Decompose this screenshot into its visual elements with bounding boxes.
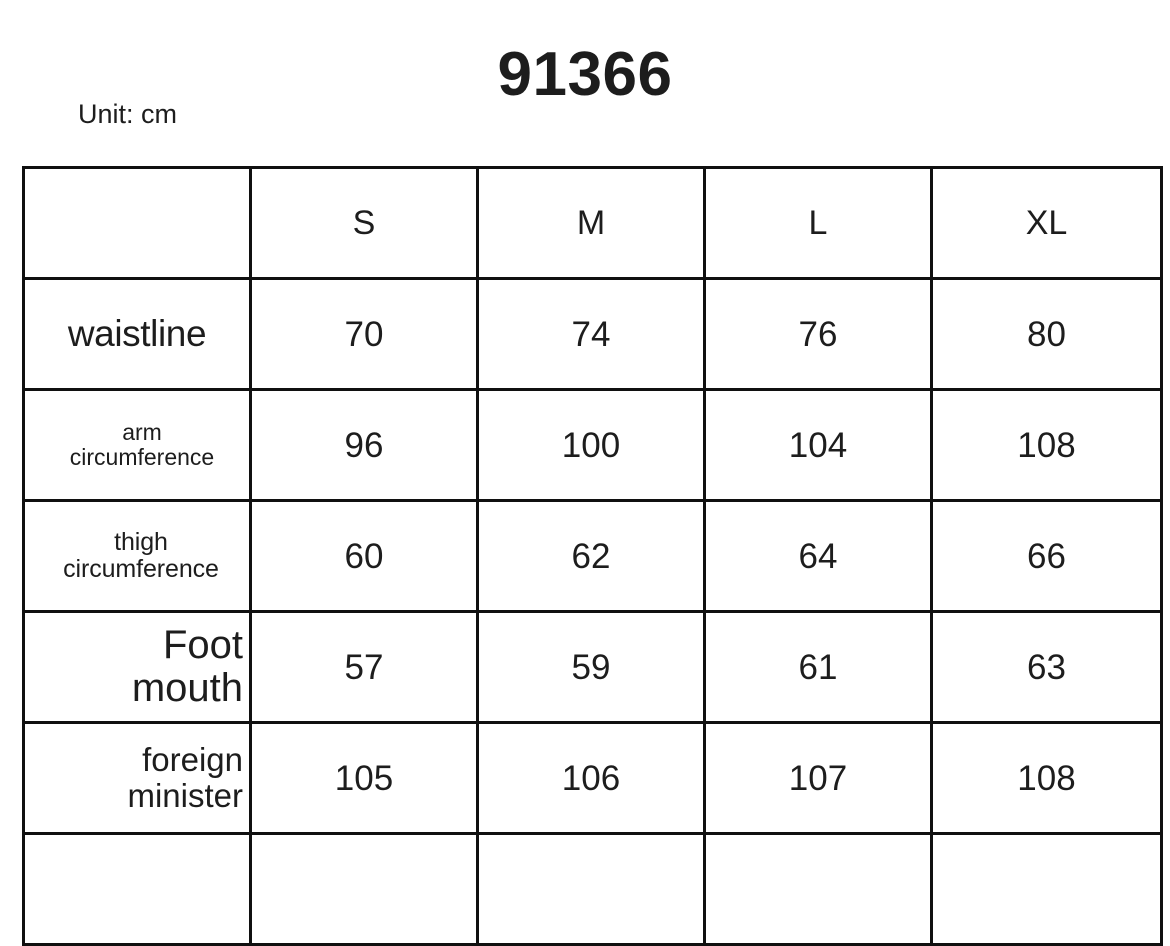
cell-arm-circumference-m: 100: [476, 388, 706, 502]
row-label-foot-mouth: Foot mouth: [22, 610, 252, 724]
cell-arm-circumference-s: 96: [249, 388, 479, 502]
cell-thigh-circumference-l: 64: [703, 499, 933, 613]
table-row: thigh circumference 60 62 64 66: [22, 499, 1163, 613]
cell-foreign-minister-xl: 108: [930, 721, 1163, 835]
header-cell-xl: XL: [930, 166, 1163, 280]
table-row: foreign minister 105 106 107 108: [22, 721, 1163, 835]
row-label-waistline: waistline: [22, 277, 252, 391]
cell-foot-mouth-s: 57: [249, 610, 479, 724]
header-cell-m: M: [476, 166, 706, 280]
cell-partial-s: [249, 832, 479, 946]
row-label-text: arm circumference: [69, 419, 215, 470]
row-label-foreign-minister: foreign minister: [22, 721, 252, 835]
cell-thigh-circumference-s: 60: [249, 499, 479, 613]
row-label-text: waistline: [67, 313, 207, 355]
cell-waistline-l: 76: [703, 277, 933, 391]
cell-arm-circumference-xl: 108: [930, 388, 1163, 502]
table-row: Foot mouth 57 59 61 63: [22, 610, 1163, 724]
table-header-row: S M L XL: [22, 166, 1163, 280]
row-label-text: Foot mouth: [131, 623, 243, 710]
row-label-thigh-circumference: thigh circumference: [22, 499, 252, 613]
table-row: [22, 832, 1163, 946]
header-cell-l: L: [703, 166, 933, 280]
table-row: arm circumference 96 100 104 108: [22, 388, 1163, 502]
cell-waistline-m: 74: [476, 277, 706, 391]
page-header: 91366 Unit: cm: [0, 0, 1170, 166]
header-cell-s: S: [249, 166, 479, 280]
header-cell-blank: [22, 166, 252, 280]
cell-waistline-s: 70: [249, 277, 479, 391]
cell-partial-l: [703, 832, 933, 946]
page-title: 91366: [497, 40, 673, 109]
cell-foreign-minister-l: 107: [703, 721, 933, 835]
cell-foreign-minister-s: 105: [249, 721, 479, 835]
row-label-partial: [22, 832, 252, 946]
cell-foot-mouth-xl: 63: [930, 610, 1163, 724]
row-label-arm-circumference: arm circumference: [22, 388, 252, 502]
cell-arm-circumference-l: 104: [703, 388, 933, 502]
size-chart-table: S M L XL waistline 70 74 76 80 arm circu…: [22, 166, 1163, 946]
cell-partial-xl: [930, 832, 1163, 946]
cell-foreign-minister-m: 106: [476, 721, 706, 835]
row-label-text: thigh circumference: [63, 528, 219, 583]
cell-thigh-circumference-xl: 66: [930, 499, 1163, 613]
table-row: waistline 70 74 76 80: [22, 277, 1163, 391]
row-label-text: foreign minister: [127, 741, 243, 814]
cell-foot-mouth-l: 61: [703, 610, 933, 724]
unit-label: Unit: cm: [78, 99, 178, 129]
cell-foot-mouth-m: 59: [476, 610, 706, 724]
cell-waistline-xl: 80: [930, 277, 1163, 391]
cell-thigh-circumference-m: 62: [476, 499, 706, 613]
cell-partial-m: [476, 832, 706, 946]
